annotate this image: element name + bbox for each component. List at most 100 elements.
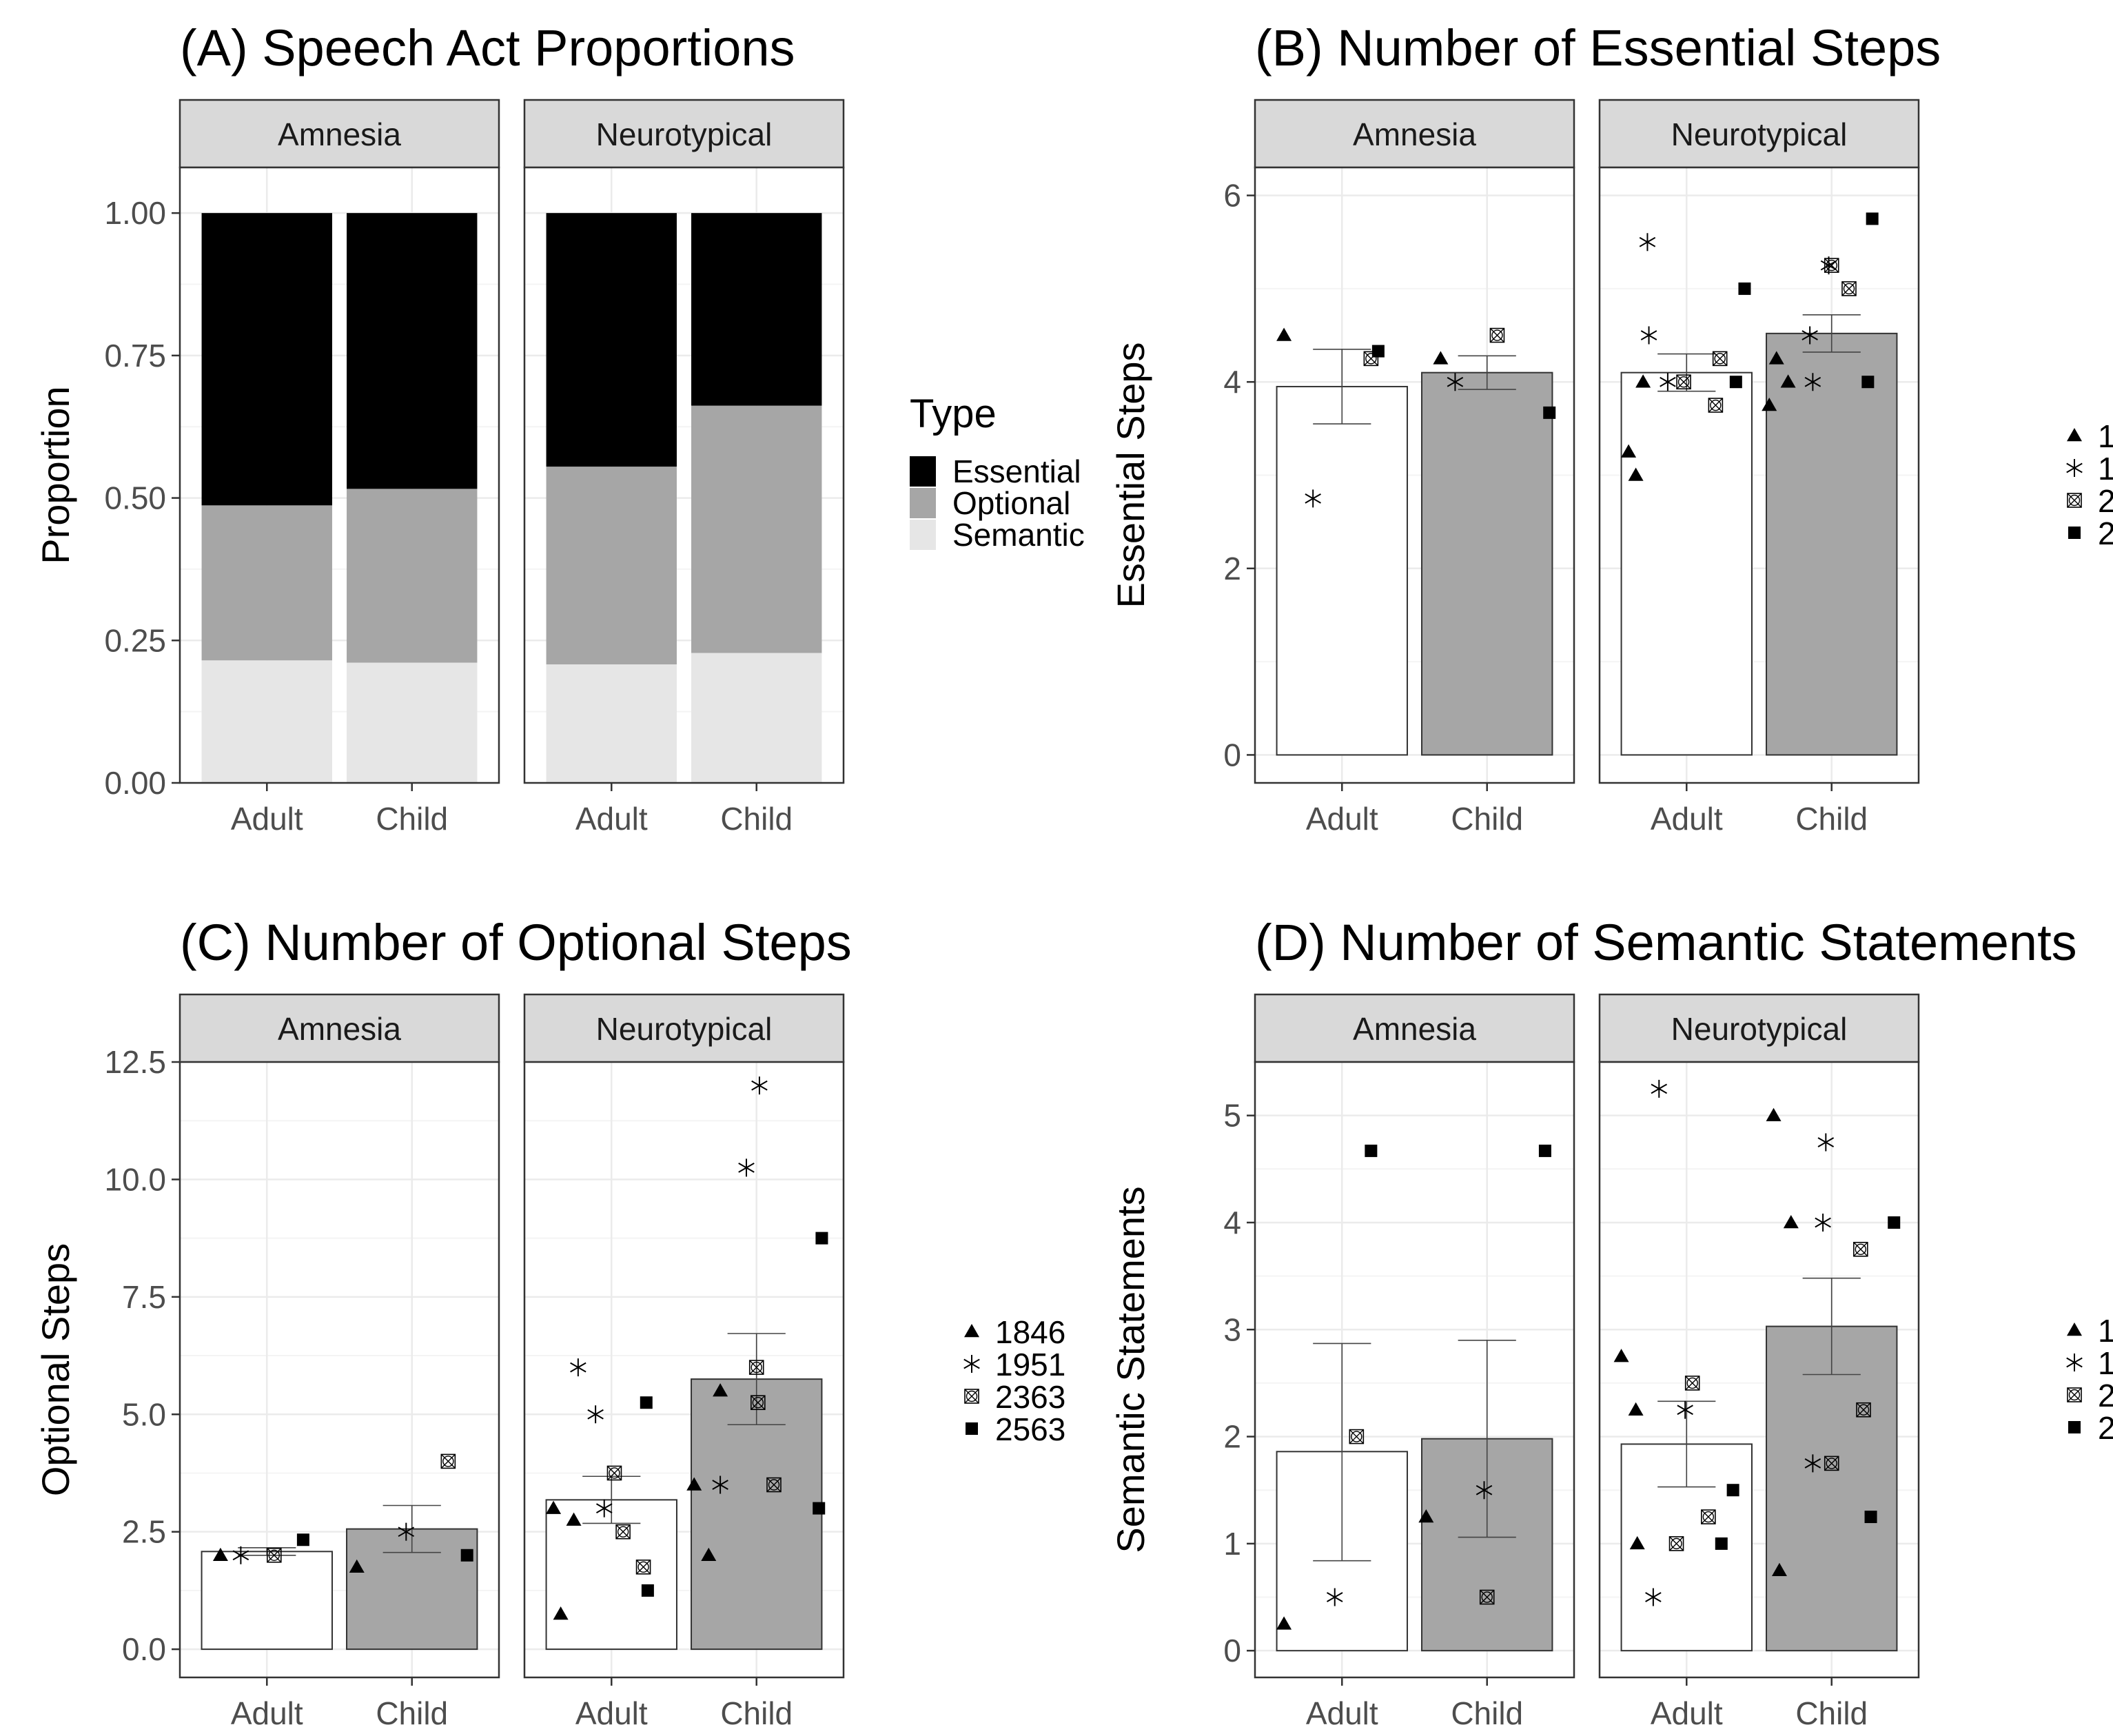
data-point-2363 [1349,1429,1365,1444]
x-tick-label: Adult [231,801,303,837]
legend-marker-square [2068,527,2081,539]
marker-circle [637,1561,649,1573]
data-point-1951 [1677,1400,1693,1419]
y-tick-label: 12.5 [104,1044,166,1080]
data-point-1951 [398,1522,415,1541]
bar-segment-essential [201,213,332,506]
marker-cross [1489,328,1504,343]
data-point-2563 [1538,1144,1551,1157]
data-point-2363 [1701,1509,1716,1524]
data-point-2563 [296,1533,309,1546]
bar-segment-optional [546,467,677,665]
marker-cross [1669,1536,1684,1551]
panel-border [178,1061,500,1679]
marker-box [635,1560,651,1575]
panel-border [1254,1061,1575,1679]
marker-circle [1710,399,1722,411]
marker-circle [752,1397,764,1409]
data-point-2563 [640,1396,653,1409]
facet-label: Neurotypical [1671,1011,1848,1047]
y-axis-label: Proportion [34,386,77,564]
data-point-2363 [1841,281,1857,296]
chart-a: (A) Speech Act Proportions Proportion Amne… [34,19,1085,837]
data-point-1951 [1820,256,1837,275]
legend-marker-boxed-x [2067,1387,2082,1402]
data-point-2363 [635,1560,651,1575]
data-point-2563 [460,1549,473,1562]
legend-marker-triangle [2067,1323,2082,1336]
legend-title: Type [910,391,997,436]
marker-box [1841,281,1857,296]
x-tick-label: Child [720,1695,793,1731]
legend-marker-asterisk [963,1355,980,1373]
bar-child [1421,371,1553,756]
marker-cross [1841,281,1857,296]
data-point-2563 [1365,1144,1378,1157]
legend-marker-triangle [2067,428,2082,442]
data-point-1951 [595,1499,613,1518]
chart-b: (B) Number of Essential Steps Essential S… [1109,19,2113,837]
chart-title: (A) Speech Act Proportions [180,19,795,76]
data-point-2363 [1712,351,1728,367]
facet-amnesia: Amnesia Adult Child [1254,993,1575,1731]
legend-key [910,520,936,550]
chart-d: (D) Number of Semantic Statements Semanti… [1109,914,2113,1731]
legend-key [910,456,936,487]
legend-marker-boxed-x [964,1389,979,1404]
data-point-2363 [1479,1589,1495,1605]
facet-amnesia: Amnesia Adult Child [1254,99,1575,837]
data-point-1846 [1621,444,1637,458]
legend-marker-triangle [964,1324,979,1338]
data-point-1951 [1476,1481,1493,1500]
marker-circle [1481,1591,1493,1603]
data-point-1951 [712,1475,728,1494]
bar-child [1766,1325,1898,1652]
marker-box [1856,1402,1871,1418]
marker-circle [751,1361,762,1374]
data-point-2563 [1726,1484,1739,1497]
marker-cross [2067,1387,2082,1402]
facet-strip [1254,993,1575,1063]
marker-cross [1480,1590,1495,1605]
marker-cross [615,1524,631,1540]
data-point-2363 [1489,327,1505,343]
y-tick-label: 1 [1223,1526,1241,1562]
marker-cross [1713,351,1728,366]
data-point-2363 [606,1465,622,1481]
marker-circle [1826,259,1837,272]
data-point-2363 [766,1477,782,1493]
x-tick-label: Adult [1651,801,1723,837]
panel-border [523,166,845,784]
legend-marker-square [2068,1421,2081,1433]
marker-box [1701,1509,1716,1524]
legend-label: 1951 [995,1347,1065,1382]
x-tick-label: Adult [575,1695,648,1731]
legend-label: 2563 [2098,515,2113,551]
marker-box [440,1453,456,1469]
marker-circle [1702,1511,1715,1523]
y-axis-label: Essential Steps [1109,343,1152,609]
legend-marker-square [966,1422,978,1435]
facet-amnesia: Amnesia Adult Child [178,99,500,837]
bar-segment-semantic [201,660,332,783]
marker-cross [1824,1456,1839,1471]
data-point-1951 [1660,373,1676,391]
marker-box [748,1360,764,1375]
bar-segment-essential [546,213,677,467]
marker-circle [1855,1243,1867,1255]
marker-circle [1671,1538,1682,1550]
marker-box [1824,1456,1839,1471]
marker-cross [606,1465,622,1480]
x-tick-label: Child [1451,801,1523,837]
data-point-1846 [553,1606,569,1620]
marker-cross [749,1360,764,1375]
data-point-1846 [1783,1214,1799,1229]
data-point-1846 [1766,1107,1782,1121]
data-point-2563 [1864,1511,1877,1524]
marker-circle [1857,1404,1870,1416]
marker-cross [1349,1429,1364,1444]
marker-circle [1365,353,1377,365]
data-point-1846 [713,1383,728,1397]
data-point-1846 [1276,327,1292,341]
